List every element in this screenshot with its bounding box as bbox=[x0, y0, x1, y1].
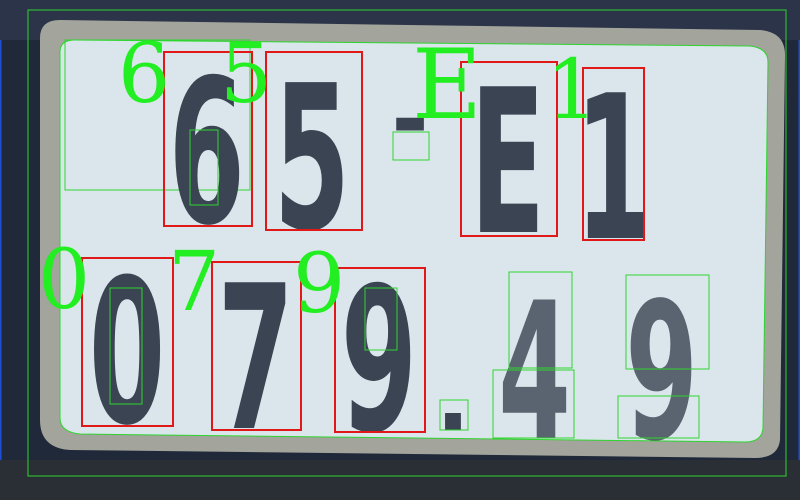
inner-contour-box bbox=[109, 287, 143, 405]
ocr-label: 0 bbox=[38, 233, 90, 328]
background-bottom bbox=[0, 460, 800, 500]
plate-char-0: 0 bbox=[89, 237, 166, 470]
detection-box bbox=[163, 51, 253, 227]
plate-char-E: E bbox=[470, 47, 545, 280]
plate-char-1: 1 bbox=[575, 53, 652, 286]
outer-contour-box bbox=[27, 9, 787, 477]
detection-box bbox=[460, 61, 558, 237]
ocr-label: 1 bbox=[546, 43, 598, 138]
inner-contour-box bbox=[189, 129, 219, 206]
detection-box bbox=[265, 51, 363, 231]
plate-contour bbox=[59, 39, 769, 443]
ocr-label: E bbox=[412, 29, 482, 141]
char-contour-box bbox=[508, 271, 573, 369]
plate-char-4: 4 bbox=[498, 263, 571, 484]
ocr-label: 5 bbox=[220, 27, 272, 122]
ocr-label: 6 bbox=[118, 27, 170, 122]
char-contour-box bbox=[492, 369, 575, 439]
detection-box bbox=[81, 257, 174, 427]
plate-surface bbox=[60, 40, 768, 442]
ocr-label: 9 bbox=[293, 237, 345, 332]
separator-contour-box bbox=[392, 131, 430, 161]
char-contour-box bbox=[617, 395, 700, 439]
inner-contour-box bbox=[364, 287, 398, 351]
ocr-label: 7 bbox=[168, 235, 220, 330]
plate-char-7: 7 bbox=[217, 243, 294, 476]
region-contour-box bbox=[64, 39, 251, 191]
plate-char-5: 5 bbox=[274, 43, 351, 276]
detection-box bbox=[211, 261, 302, 431]
separator-contour-box bbox=[439, 399, 469, 431]
char-contour-box bbox=[625, 274, 710, 370]
detection-box bbox=[582, 67, 645, 241]
plate-char-6: 6 bbox=[169, 37, 246, 270]
plate-separator-dash: - bbox=[391, 67, 428, 172]
plate-char-9b: 9 bbox=[625, 263, 698, 484]
detection-box bbox=[334, 267, 426, 433]
plate-char-9: 9 bbox=[341, 245, 418, 478]
